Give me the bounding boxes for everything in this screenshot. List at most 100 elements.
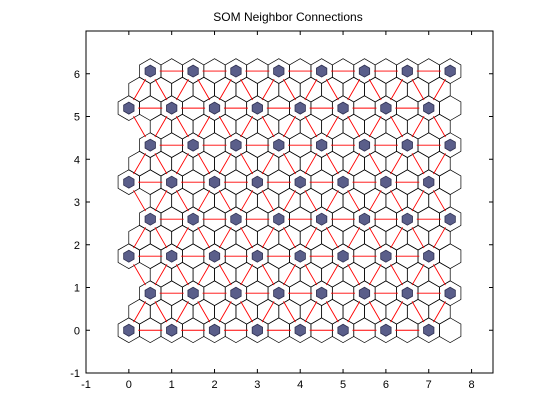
neighbor-connection [154, 153, 168, 175]
neighbor-connection [154, 79, 168, 101]
neighbor-connection [347, 227, 361, 249]
x-tick-label: 0 [126, 379, 132, 391]
neighbor-connection [325, 190, 339, 212]
neuron-point [401, 138, 413, 152]
neighbor-connection [133, 79, 146, 101]
y-tick-label: -1 [70, 368, 80, 380]
neighbor-connection [368, 79, 382, 101]
neighbor-connection [240, 153, 254, 175]
neighbor-connection [304, 79, 318, 101]
neighbor-connection [433, 153, 446, 175]
neighbor-connection [240, 79, 254, 101]
neighbor-connection [197, 190, 211, 212]
neighbor-connection [390, 79, 403, 101]
neighbor-connection [283, 227, 296, 249]
y-tick-label: 1 [74, 283, 80, 295]
neighbor-connection [218, 227, 232, 249]
neuron-point [294, 323, 306, 337]
neuron-point [337, 249, 349, 263]
neighbor-connection [197, 153, 211, 175]
neighbor-connection [390, 190, 403, 212]
neuron-point [294, 101, 306, 115]
x-tick-label: 3 [254, 379, 260, 391]
neighbor-connection [325, 153, 339, 175]
neuron-point [423, 249, 435, 263]
neighbor-connection [433, 79, 446, 101]
neighbor-connection [390, 264, 403, 286]
neighbor-connection [261, 190, 275, 212]
neighbor-connection [433, 227, 446, 249]
neighbor-connection [240, 227, 254, 249]
neighbor-connection [176, 153, 189, 175]
neighbor-connection [261, 264, 275, 286]
neighbor-connection [133, 227, 146, 249]
neuron-point [401, 64, 413, 78]
neuron-point [187, 286, 199, 300]
neighbor-connection [283, 79, 296, 101]
neuron-point [316, 138, 328, 152]
neuron-point [208, 175, 221, 189]
neuron-point [251, 101, 263, 115]
hex-cells-layer [117, 58, 462, 344]
neuron-point [273, 286, 285, 300]
neuron-point [401, 212, 413, 226]
neuron-point [444, 138, 456, 152]
neuron-point [144, 212, 156, 226]
neuron-point [444, 286, 456, 300]
neuron-point [358, 212, 371, 226]
neuron-point [316, 212, 328, 226]
neighbor-connection [325, 79, 339, 101]
neighbor-connection [411, 79, 425, 101]
neighbor-connection [283, 153, 296, 175]
neighbor-connection [218, 153, 232, 175]
neuron-point [166, 175, 178, 189]
neighbor-connection [368, 301, 382, 323]
neighbor-connection [433, 264, 446, 286]
neighbor-connection [218, 301, 232, 323]
neuron-point [337, 101, 349, 115]
neighbor-connection [347, 190, 361, 212]
neighbor-connection [283, 301, 296, 323]
neighbor-connection [218, 116, 232, 138]
neighbor-connection [304, 116, 318, 138]
neuron-point [316, 64, 328, 78]
neuron-point [358, 138, 371, 152]
y-tick-label: 5 [74, 112, 80, 124]
neighbor-connection [261, 116, 275, 138]
neighbor-connection [433, 301, 446, 323]
neuron-point [444, 64, 456, 78]
neighbor-connection [368, 264, 382, 286]
neuron-point [251, 323, 263, 337]
x-tick-label: 5 [340, 379, 346, 391]
hex-cell [439, 58, 462, 84]
x-tick-label: 6 [383, 379, 389, 391]
x-tick-label: 2 [211, 379, 217, 391]
neighbor-connection [240, 116, 254, 138]
neighbor-connection [304, 190, 318, 212]
neuron-point [166, 249, 178, 263]
neighbor-connection [347, 79, 361, 101]
neighbor-connection [411, 116, 425, 138]
neighbor-connection [347, 116, 361, 138]
plot-area [86, 31, 493, 373]
neuron-point [166, 101, 178, 115]
neuron-point [230, 138, 242, 152]
neuron-point [187, 64, 199, 78]
neuron-point [380, 175, 392, 189]
neuron-point [123, 101, 135, 115]
neighbor-connection [411, 301, 425, 323]
y-tick-label: 2 [74, 240, 80, 252]
neuron-point [294, 175, 306, 189]
neighbor-connection [133, 301, 146, 323]
neighbor-connection [304, 301, 318, 323]
neighbor-connection [390, 227, 403, 249]
neuron-point [337, 175, 349, 189]
x-tick-label: 8 [469, 379, 475, 391]
neuron-point [144, 138, 156, 152]
neuron-point [166, 323, 178, 337]
neighbor-connection [261, 301, 275, 323]
neighbor-connection [218, 190, 232, 212]
neighbor-connection [411, 227, 425, 249]
neighbor-connection [176, 301, 189, 323]
